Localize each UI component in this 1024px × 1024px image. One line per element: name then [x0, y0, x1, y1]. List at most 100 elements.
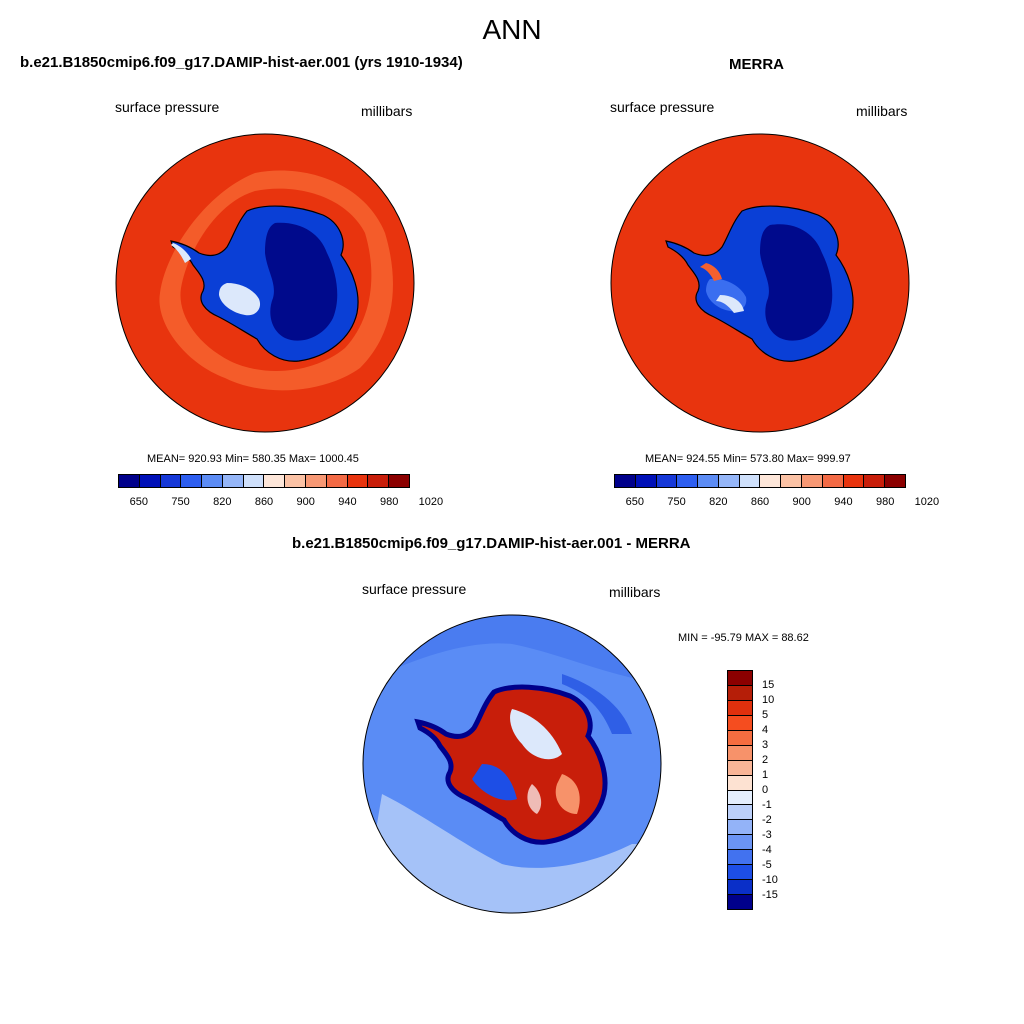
colorbar-tick-label: 15	[762, 679, 775, 691]
colorbar-swatch	[739, 475, 761, 487]
colorbar-model: 650 750 820 860 900 940 980 1020	[118, 474, 443, 514]
colorbar-tick-label: 2	[762, 754, 769, 766]
map-merra	[610, 133, 910, 433]
colorbar-swatch	[306, 475, 327, 487]
map-diff	[362, 614, 662, 914]
units-label-model: millibars	[361, 103, 413, 119]
map-boundary	[115, 133, 415, 433]
colorbar-tick-label: -1	[762, 799, 772, 811]
colorbar-swatch	[728, 775, 752, 791]
colorbar-swatch	[728, 745, 752, 761]
colorbar-tick-label: 650	[625, 496, 645, 508]
colorbar-swatch	[347, 475, 369, 487]
colorbar-tick-label: 0	[762, 784, 769, 796]
colorbar-tick-label: 940	[834, 496, 853, 508]
colorbar-swatch	[160, 475, 182, 487]
colorbar-swatch	[119, 475, 140, 487]
variable-label-diff: surface pressure	[362, 581, 467, 597]
colorbar-swatch	[822, 475, 844, 487]
colorbar-tick-label: 900	[792, 496, 811, 508]
colorbar-swatch	[728, 895, 752, 909]
colorbar-tick-label: 5	[762, 709, 769, 721]
colorbar-swatch	[728, 685, 752, 701]
colorbar-tick-label: 980	[379, 496, 399, 508]
colorbar-swatches	[118, 474, 410, 488]
colorbar-swatch	[728, 865, 752, 881]
colorbar-tick-label: -10	[762, 874, 778, 886]
colorbar-swatch	[728, 790, 752, 806]
map-model	[115, 133, 415, 433]
colorbar-swatch	[615, 475, 636, 487]
colorbar-swatch	[181, 475, 203, 487]
colorbar-swatch	[718, 475, 740, 487]
colorbar-tick-label: 1020	[914, 496, 940, 508]
colorbar-swatch	[222, 475, 244, 487]
colorbar-swatch	[285, 475, 307, 487]
colorbar-swatch	[781, 475, 803, 487]
panel-title-merra: MERRA	[729, 56, 784, 73]
colorbar-swatch	[728, 850, 752, 866]
colorbar-tick-label: -4	[762, 844, 772, 856]
diff-negative-patch	[472, 764, 517, 801]
colorbar-swatch	[728, 730, 752, 746]
colorbar-swatch	[728, 760, 752, 776]
colorbar-tick-label: 860	[750, 496, 770, 508]
colorbar-swatch	[728, 820, 752, 836]
colorbar-swatch	[728, 805, 752, 821]
colorbar-tick-label: 10	[762, 694, 775, 706]
colorbar-tick-label: 750	[667, 496, 686, 508]
ocean-band-south	[363, 794, 661, 913]
colorbar-swatch	[139, 475, 161, 487]
colorbar-tick-label: 900	[296, 496, 315, 508]
colorbar-swatch	[728, 880, 752, 896]
units-label-merra: millibars	[856, 103, 908, 119]
colorbar-swatch	[677, 475, 699, 487]
stats-model: MEAN= 920.93 Min= 580.35 Max= 1000.45	[147, 453, 359, 465]
ocean-patch	[562, 674, 632, 734]
stats-merra: MEAN= 924.55 Min= 573.80 Max= 999.97	[645, 453, 851, 465]
colorbar-swatch	[243, 475, 265, 487]
colorbar-tick-label: 750	[171, 496, 190, 508]
colorbar-tick-label: 820	[213, 496, 232, 508]
colorbar-swatches	[614, 474, 906, 488]
diff-neutral-patch	[510, 709, 562, 760]
colorbar-tick-label: 1	[762, 769, 769, 781]
colorbar-swatch	[728, 700, 752, 716]
colorbar-swatch	[885, 475, 905, 487]
panel-title-diff: b.e21.B1850cmip6.f09_g17.DAMIP-hist-aer.…	[292, 535, 691, 552]
colorbar-tick-label: 860	[254, 496, 274, 508]
colorbar-tick-label: -3	[762, 829, 772, 841]
colorbar-tick-label: 650	[129, 496, 149, 508]
colorbar-swatch	[728, 715, 752, 731]
colorbar-swatch	[202, 475, 223, 487]
colorbar-swatch	[389, 475, 409, 487]
east-antarctic-plateau	[265, 222, 338, 341]
colorbar-merra: 650 750 820 860 900 940 980 1020	[614, 474, 939, 514]
panel-title-model: b.e21.B1850cmip6.f09_g17.DAMIP-hist-aer.…	[20, 54, 463, 71]
colorbar-swatch	[802, 475, 823, 487]
colorbar-tick-label: -5	[762, 859, 772, 871]
figure-title: ANN	[482, 14, 542, 45]
colorbar-swatch	[760, 475, 782, 487]
colorbar-swatch	[635, 475, 657, 487]
colorbar-swatch	[326, 475, 348, 487]
ice-shelf	[219, 283, 261, 316]
variable-label-merra: surface pressure	[610, 99, 715, 115]
colorbar-swatch	[656, 475, 678, 487]
variable-label-model: surface pressure	[115, 99, 220, 115]
colorbar-diff: 15 10 5 4 3 2 1 0 -1 -2 -3 -4 -5 -10 -15	[727, 670, 807, 910]
map-boundary	[610, 133, 910, 433]
colorbar-swatch	[728, 835, 752, 851]
colorbar-tick-label: 820	[709, 496, 728, 508]
colorbar-swatch	[698, 475, 719, 487]
diff-zero-patch	[527, 784, 542, 814]
map-boundary	[362, 614, 662, 914]
antarctica-land	[414, 684, 608, 845]
colorbar-tick-label: -2	[762, 814, 772, 826]
colorbar-tick-label: 1020	[418, 496, 444, 508]
coastal-warm	[700, 263, 722, 281]
east-antarctic-plateau	[760, 224, 833, 341]
colorbar-tick-label: 980	[875, 496, 895, 508]
stats-diff: MIN = -95.79 MAX = 88.62	[678, 632, 809, 644]
colorbar-tick-label: 4	[762, 724, 769, 736]
